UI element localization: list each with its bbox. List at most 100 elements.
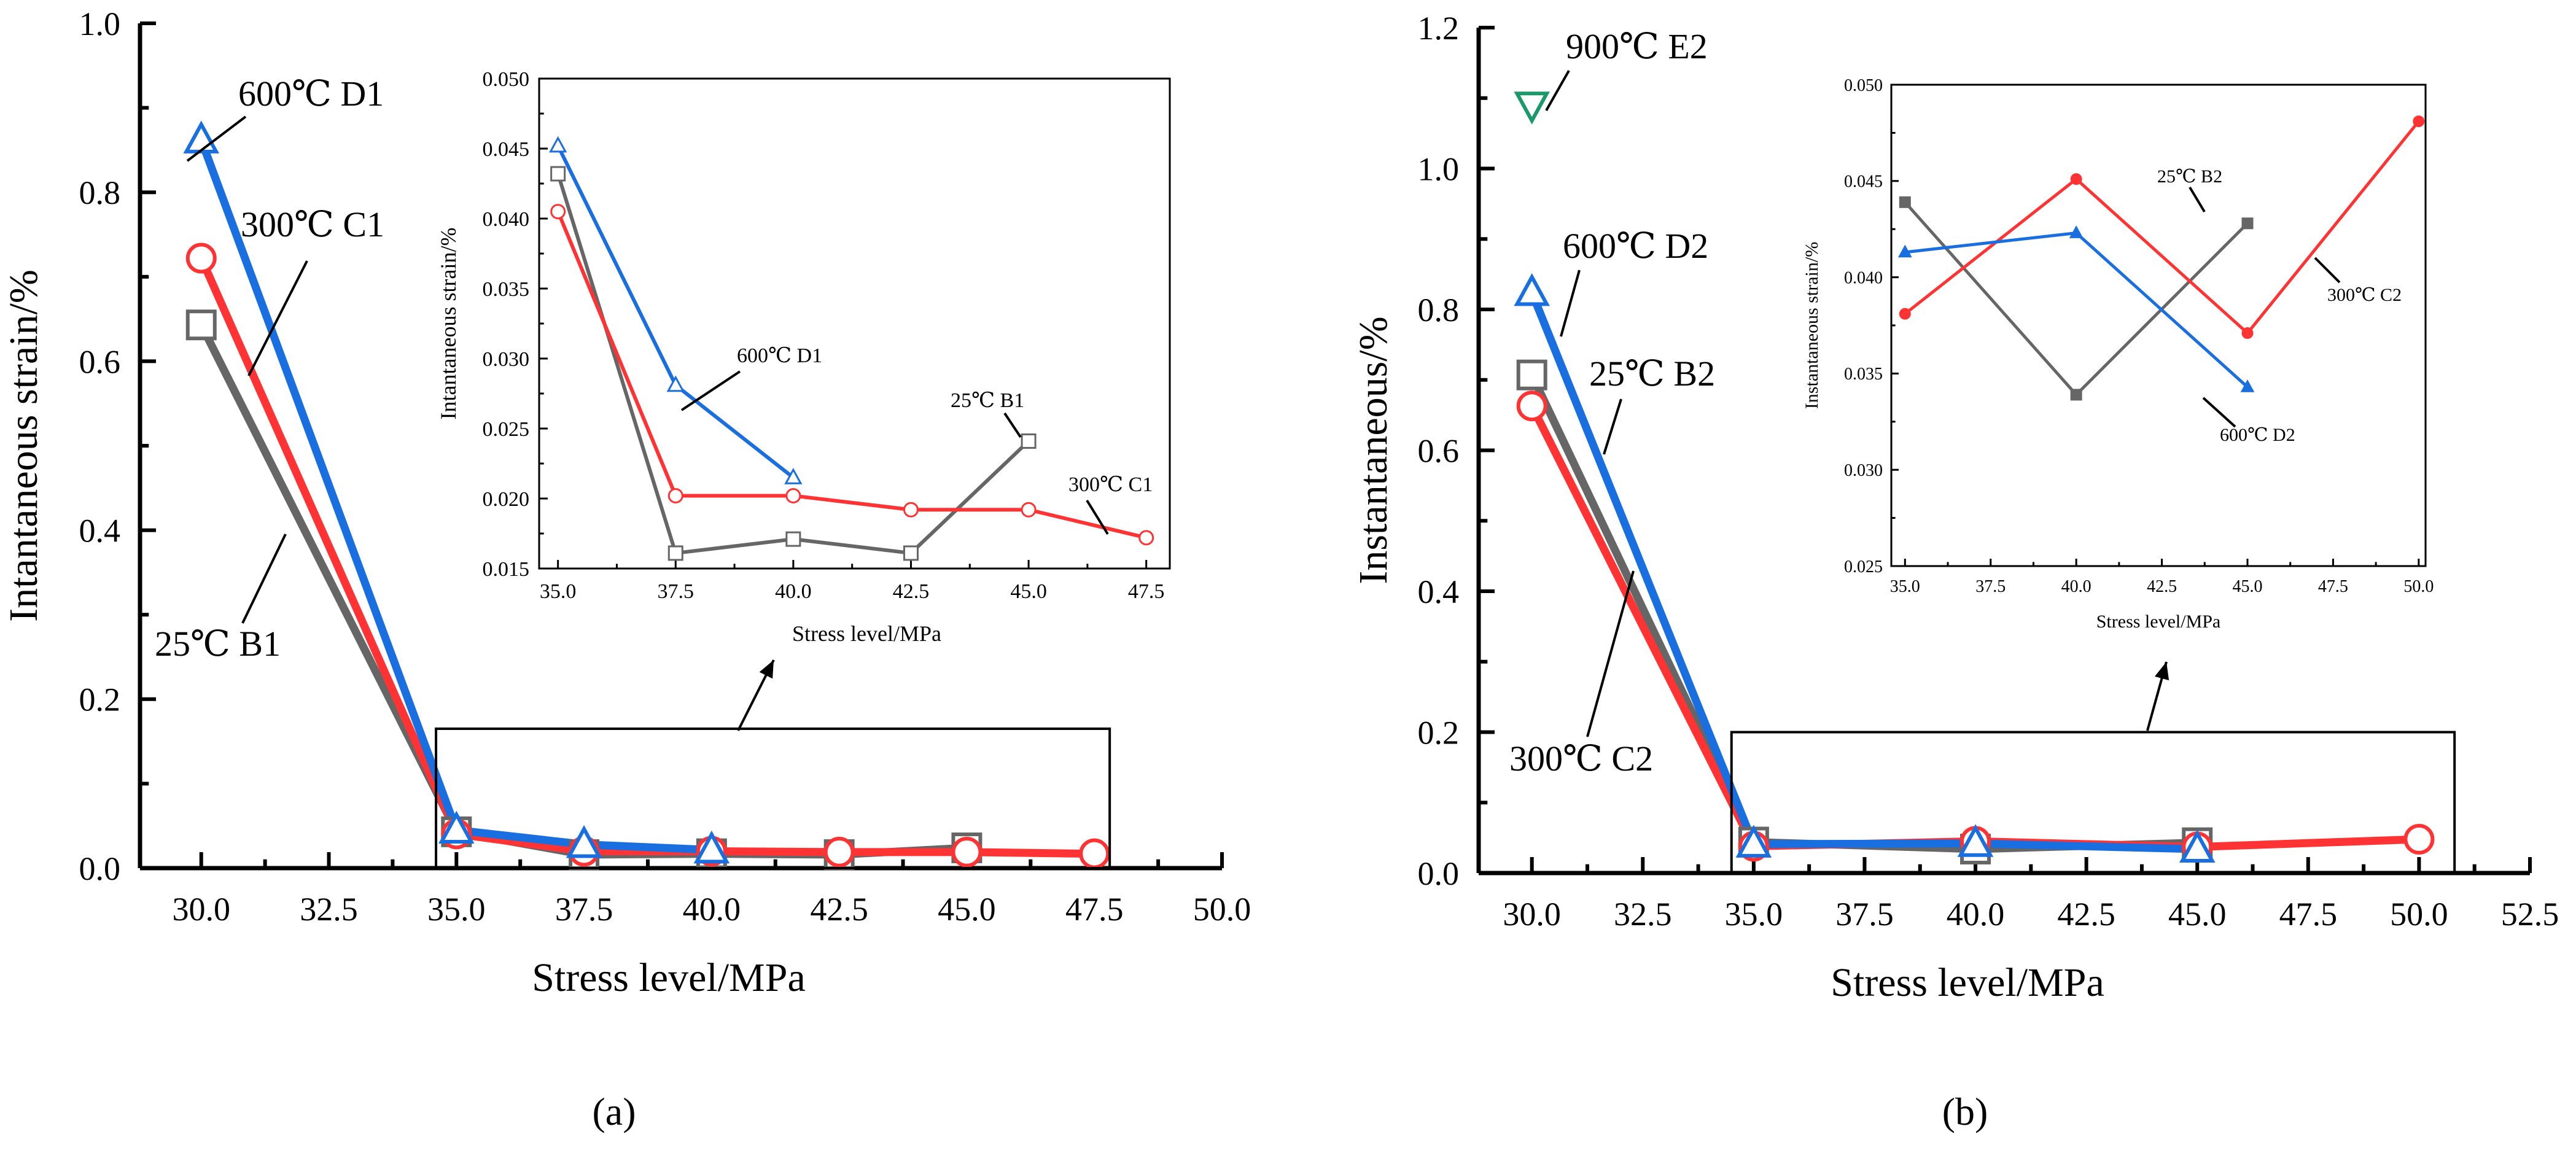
data-point — [1516, 390, 1547, 422]
y-tick-label: 1.2 — [1418, 10, 1460, 47]
data-point — [785, 531, 801, 547]
x-tick-label: 40.0 — [1947, 896, 2005, 933]
data-point — [1021, 502, 1037, 518]
callout-line — [680, 370, 741, 411]
y-axis-label: Intantaneous strain/% — [436, 228, 461, 420]
data-point — [2241, 327, 2254, 340]
data-point — [667, 545, 683, 561]
y-tick-label: 1.0 — [1418, 150, 1460, 187]
x-tick-label: 52.5 — [2501, 896, 2559, 933]
y-tick-label: 0.035 — [483, 278, 530, 301]
x-axis-label: Stress level/MPa — [1831, 960, 2104, 1005]
annotation-label: 600℃ D1 — [238, 74, 384, 114]
y-tick-label: 0.015 — [483, 558, 530, 581]
y-tick-label: 0.050 — [483, 68, 530, 91]
x-tick-label: 40.0 — [775, 580, 812, 603]
x-tick-label: 50.0 — [2390, 896, 2448, 933]
series-line-2 — [1528, 291, 2198, 853]
data-point — [183, 120, 219, 153]
series-line-2 — [1905, 231, 2249, 389]
x-tick-label: 35.0 — [540, 580, 577, 603]
callout-line — [2314, 257, 2341, 284]
data-point — [2413, 115, 2425, 128]
data-point — [1514, 273, 1550, 306]
x-tick-label: 42.5 — [893, 580, 930, 603]
y-tick-label: 0.045 — [1844, 173, 1883, 192]
data-point — [185, 309, 217, 341]
x-tick-label: 47.5 — [1128, 580, 1165, 603]
annotation-label: 600℃ D2 — [1563, 226, 1708, 266]
data-point — [566, 825, 602, 858]
callout-line — [2189, 186, 2206, 213]
x-tick-label: 37.5 — [658, 580, 695, 603]
x-tick-label: 40.0 — [2061, 577, 2092, 596]
x-tick-label: 45.0 — [938, 891, 996, 928]
x-tick-label: 45.0 — [1010, 580, 1047, 603]
annotation-label: 25℃ B2 — [2157, 166, 2222, 187]
y-tick-label: 0.040 — [1844, 268, 1883, 287]
series-line-1 — [556, 211, 1147, 540]
data-point — [438, 810, 475, 844]
data-point — [2070, 389, 2082, 401]
annotation-label: 25℃ B1 — [155, 624, 281, 664]
callout-line — [1545, 70, 1570, 111]
x-tick-label: 35.0 — [1725, 896, 1783, 933]
x-axis-label: Stress level/MPa — [2096, 611, 2221, 632]
data-point — [903, 502, 919, 518]
data-point — [784, 468, 803, 484]
data-point — [2069, 225, 2084, 238]
data-point — [693, 830, 730, 864]
y-tick-label: 0.8 — [79, 174, 121, 211]
zoom-arrow-head — [759, 660, 774, 679]
annotation-label: 900℃ E2 — [1566, 26, 1708, 66]
x-tick-label: 35.0 — [427, 891, 486, 928]
annotation-label: 600℃ D1 — [737, 344, 822, 367]
panel-label: (a) — [592, 1090, 636, 1133]
data-point — [1516, 359, 1547, 390]
series-line-1 — [1904, 120, 2420, 335]
zoom-arrow-head — [2154, 662, 2169, 681]
annotation-label: 25℃ B2 — [1589, 354, 1715, 394]
y-tick-label: 0.6 — [1418, 432, 1460, 469]
y-tick-label: 0.050 — [1844, 76, 1883, 95]
x-tick-label: 32.5 — [300, 891, 358, 928]
callout-line — [2202, 397, 2236, 428]
plot-frame — [1890, 83, 2427, 567]
y-tick-label: 0.040 — [483, 208, 530, 231]
chart-b-main: 30.0 32.5 35.0 37.5 40.0 42.5 45.0 47.5 50.0 52.5… — [1351, 10, 2559, 1133]
y-tick-label: 0.2 — [79, 681, 121, 718]
y-tick-label: 1.0 — [79, 6, 121, 42]
x-tick-label: 50.0 — [2403, 577, 2434, 596]
y-tick-label: 0.6 — [79, 343, 121, 380]
zoom-box — [1730, 731, 2456, 874]
y-tick-label: 0.0 — [1418, 855, 1460, 892]
data-point — [550, 166, 566, 182]
callout-line — [1003, 412, 1022, 438]
data-point — [903, 545, 919, 561]
y-tick-label: 0.035 — [1844, 365, 1883, 384]
data-point — [1079, 838, 1110, 869]
series-line-1 — [197, 256, 1095, 858]
callout-line — [241, 534, 287, 624]
y-tick-label: 0.4 — [79, 513, 121, 549]
data-point — [549, 136, 567, 153]
x-tick-label: 32.5 — [1614, 896, 1672, 933]
x-axis-label: Stress level/MPa — [792, 621, 941, 646]
y-tick-label: 0.030 — [483, 348, 530, 371]
x-tick-label: 42.5 — [810, 891, 868, 928]
y-tick-label: 0.045 — [483, 138, 530, 161]
x-tick-label: 37.5 — [555, 891, 613, 928]
callout-line — [1560, 270, 1581, 337]
data-point — [2240, 379, 2255, 392]
data-point — [1021, 433, 1037, 449]
data-point — [1735, 825, 1772, 858]
x-tick-label: 42.5 — [2057, 896, 2115, 933]
panel-label: (b) — [1942, 1090, 1988, 1133]
series-line-2 — [197, 138, 712, 854]
data-point — [2070, 173, 2082, 185]
data-point — [2403, 823, 2435, 855]
callout-line — [247, 260, 308, 376]
chart-a-inset: 35.0 37.5 40.0 42.5 45.0 47.5 0.015 0.020 0.025 0… — [436, 68, 1171, 646]
data-point — [666, 375, 685, 392]
